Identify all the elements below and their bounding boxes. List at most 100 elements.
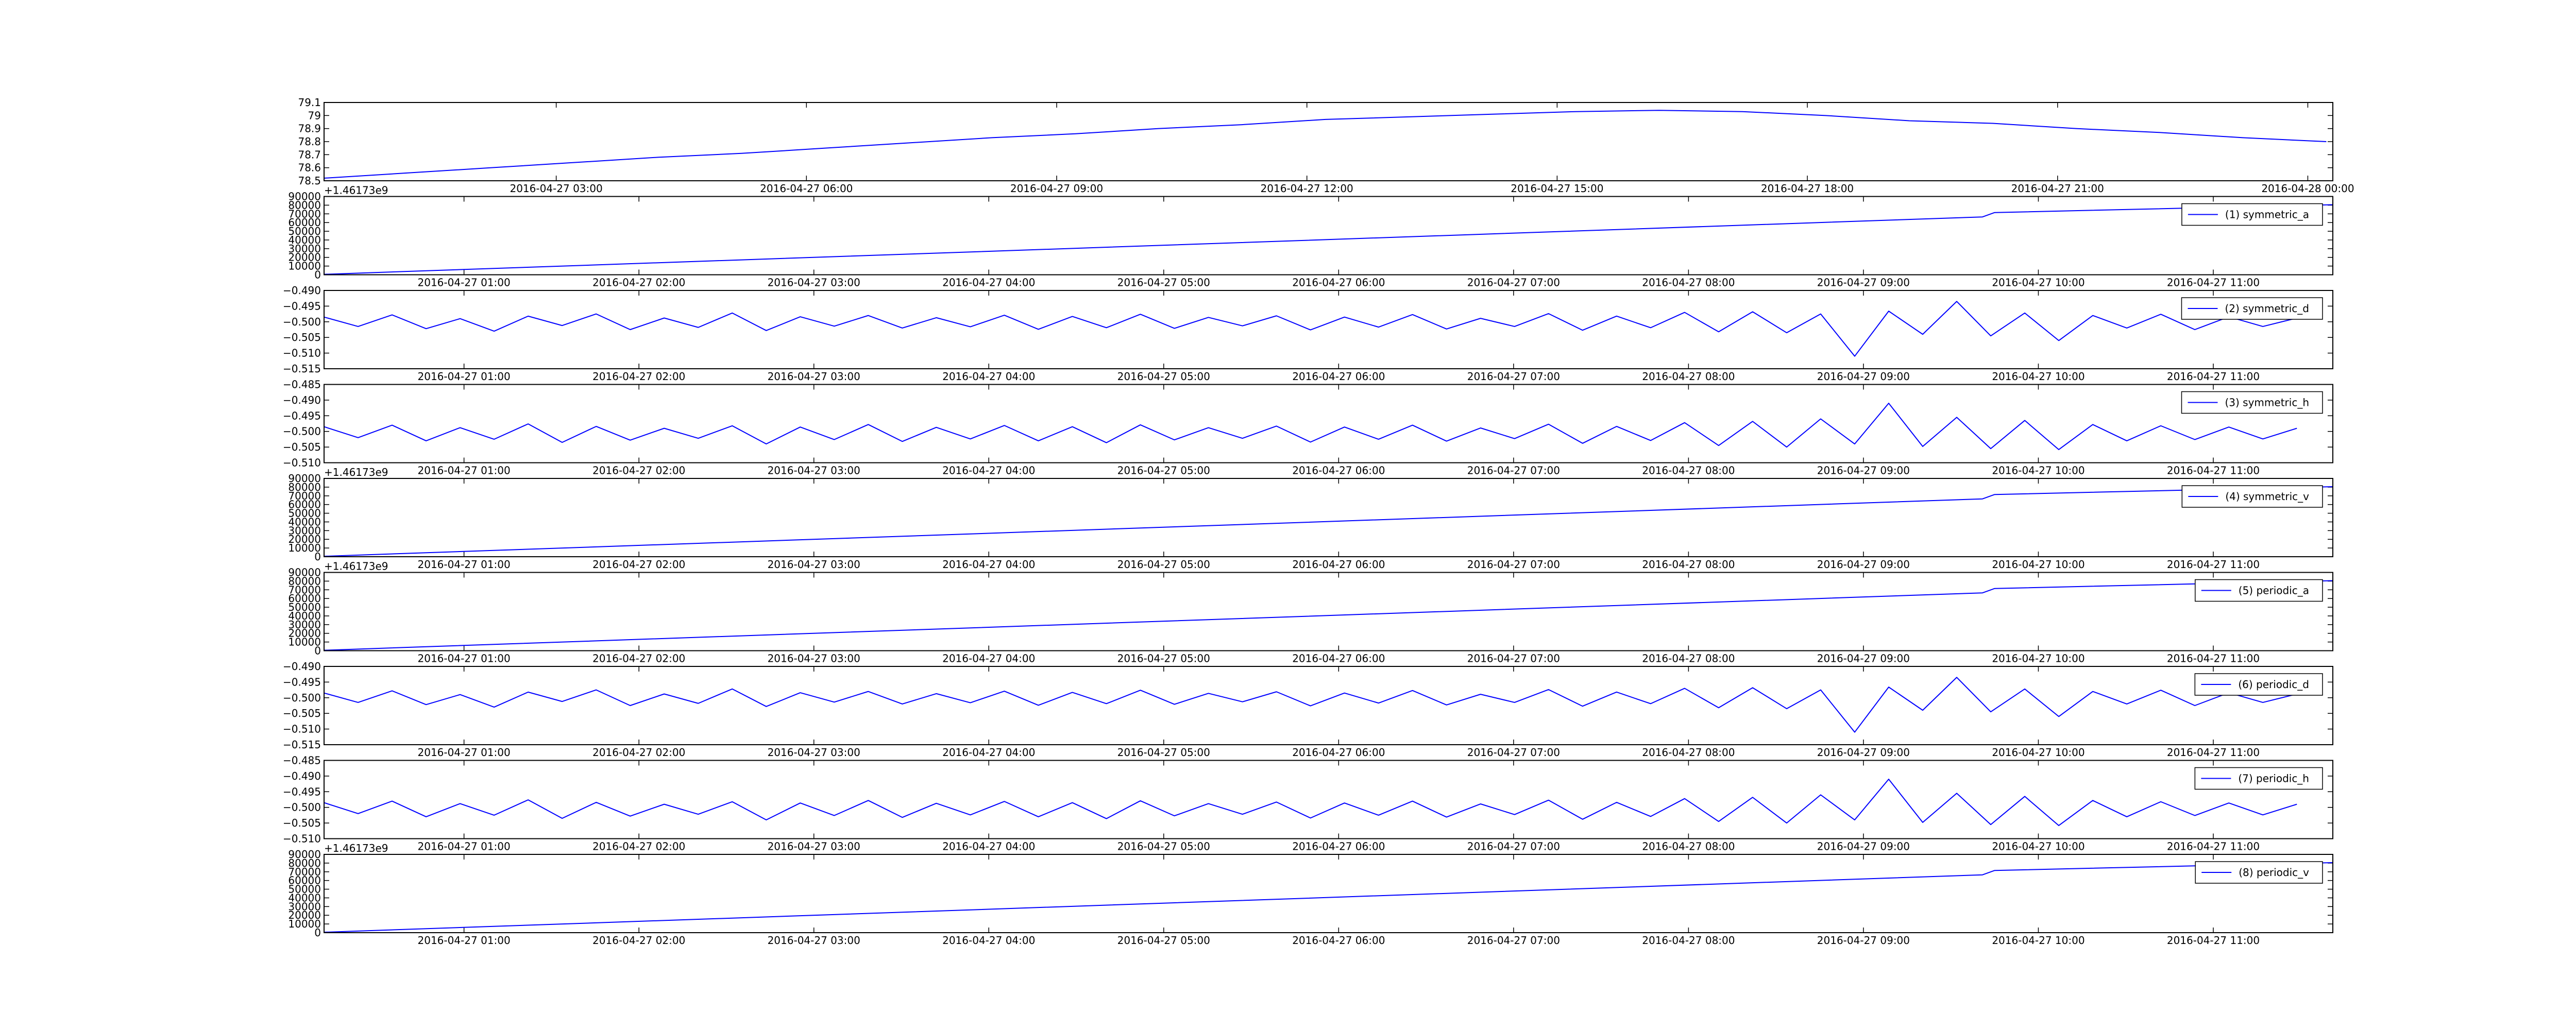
x-tick-label: 2016-04-27 06:00 <box>1292 465 1385 477</box>
y-tick-label: 80000 <box>288 857 321 869</box>
x-tick-label: 2016-04-27 21:00 <box>2011 182 2104 195</box>
axes-frame <box>324 196 2333 276</box>
axes-frame <box>324 760 2333 839</box>
subplot: −0.515 −0.510 −0.505 −0.500 −0.495 −0.490 2016… <box>283 660 2333 759</box>
x-tick-label: 2016-04-27 08:00 <box>1642 746 1735 759</box>
x-tick-label: 2016-04-27 09:00 <box>1817 558 1910 571</box>
y-offset-text: +1.46173e9 <box>324 842 388 854</box>
data-line <box>324 778 2297 826</box>
x-tick-label: 2016-04-27 02:00 <box>592 277 685 289</box>
x-tick-label: 2016-04-27 10:00 <box>1992 370 2084 383</box>
x-tick-label: 2016-04-27 03:00 <box>768 370 860 383</box>
y-tick-label: −0.505 <box>283 441 321 453</box>
y-tick-label: 20000 <box>288 533 321 545</box>
legend-label: (8) periodic_v <box>2239 866 2309 879</box>
x-tick-label: 2016-04-27 10:00 <box>1992 653 2084 665</box>
x-tick-label: 2016-04-27 08:00 <box>1642 465 1735 477</box>
legend-label: (3) symmetric_h <box>2225 397 2309 409</box>
x-tick-label: 2016-04-27 07:00 <box>1467 558 1560 571</box>
x-tick-label: 2016-04-27 08:00 <box>1642 934 1735 947</box>
x-tick-label: 2016-04-27 02:00 <box>592 370 685 383</box>
y-tick-label: 78.9 <box>298 123 321 135</box>
legend-label: (6) periodic_d <box>2238 678 2309 691</box>
y-tick-label: 10000 <box>288 260 321 272</box>
x-tick-label: 2016-04-27 09:00 <box>1817 934 1910 947</box>
x-tick-label: 2016-04-27 11:00 <box>2167 370 2260 383</box>
data-line <box>324 580 2333 651</box>
y-tick-label: −0.510 <box>283 723 321 735</box>
y-tick-label: 20000 <box>288 627 321 640</box>
x-tick-label: 2016-04-27 06:00 <box>1292 653 1385 665</box>
x-tick-label: 2016-04-27 07:00 <box>1467 934 1560 947</box>
x-tick-label: 2016-04-27 05:00 <box>1117 558 1210 571</box>
x-tick-label: 2016-04-27 11:00 <box>2167 653 2260 665</box>
y-tick-label: −0.490 <box>283 284 321 297</box>
x-tick-label: 2016-04-27 03:00 <box>768 277 860 289</box>
x-tick-label: 2016-04-27 01:00 <box>418 465 511 477</box>
y-tick-label: 60000 <box>288 499 321 511</box>
y-tick-label: 60000 <box>288 592 321 605</box>
y-tick-label: 50000 <box>288 225 321 237</box>
y-tick-label: −0.495 <box>283 785 321 798</box>
x-tick-label: 2016-04-27 03:00 <box>768 465 860 477</box>
x-tick-label: 2016-04-27 18:00 <box>1761 182 1854 195</box>
x-tick-label: 2016-04-27 07:00 <box>1467 465 1560 477</box>
y-tick-label: 70000 <box>288 866 321 878</box>
x-tick-label: 2016-04-27 10:00 <box>1992 934 2084 947</box>
x-tick-label: 2016-04-28 00:00 <box>2261 182 2354 195</box>
x-tick-label: 2016-04-27 02:00 <box>592 653 685 665</box>
x-tick-label: 2016-04-27 05:00 <box>1117 840 1210 853</box>
x-tick-label: 2016-04-27 03:00 <box>768 653 860 665</box>
y-tick-label: 10000 <box>288 542 321 554</box>
y-tick-label: 78.5 <box>298 175 321 187</box>
y-tick-label: 10000 <box>288 918 321 930</box>
legend: (2) symmetric_d <box>2181 297 2323 320</box>
x-tick-label: 2016-04-27 05:00 <box>1117 465 1210 477</box>
y-tick-label: 90000 <box>288 566 321 579</box>
y-offset-text: +1.46173e9 <box>324 184 388 197</box>
axes-frame <box>324 854 2333 933</box>
x-tick-label: 2016-04-27 09:00 <box>1817 653 1910 665</box>
x-tick-label: 2016-04-27 07:00 <box>1467 277 1560 289</box>
y-tick-label: 0 <box>314 551 321 563</box>
y-tick-label: 0 <box>314 926 321 939</box>
x-tick-label: 2016-04-27 09:00 <box>1817 370 1910 383</box>
x-tick-label: 2016-04-27 10:00 <box>1992 277 2084 289</box>
x-tick-label: 2016-04-27 11:00 <box>2167 934 2260 947</box>
y-tick-label: −0.505 <box>283 707 321 719</box>
y-tick-label: 90000 <box>288 472 321 485</box>
subplot: 0100002000030000400005000060000700008000… <box>288 842 2333 947</box>
x-tick-label: 2016-04-27 05:00 <box>1117 653 1210 665</box>
y-tick-label: 30000 <box>288 524 321 537</box>
legend: (1) symmetric_a <box>2181 203 2323 226</box>
axes-frame <box>324 478 2333 557</box>
y-tick-label: 78.7 <box>298 148 321 161</box>
y-tick-label: 70000 <box>288 583 321 596</box>
y-tick-label: −0.515 <box>283 363 321 375</box>
x-tick-label: 2016-04-27 08:00 <box>1642 558 1735 571</box>
data-line <box>324 301 2297 357</box>
x-tick-label: 2016-04-27 11:00 <box>2167 465 2260 477</box>
x-tick-label: 2016-04-27 11:00 <box>2167 746 2260 759</box>
x-tick-label: 2016-04-27 04:00 <box>942 653 1035 665</box>
x-tick-label: 2016-04-27 04:00 <box>942 277 1035 289</box>
axes-frame <box>324 572 2333 651</box>
y-tick-label: −0.495 <box>283 300 321 312</box>
y-tick-label: 80000 <box>288 481 321 493</box>
x-tick-label: 2016-04-27 07:00 <box>1467 370 1560 383</box>
x-tick-label: 2016-04-27 02:00 <box>592 934 685 947</box>
y-tick-label: 70000 <box>288 208 321 220</box>
legend-label: (1) symmetric_a <box>2225 209 2309 221</box>
x-tick-label: 2016-04-27 06:00 <box>1292 277 1385 289</box>
y-tick-label: 79 <box>308 109 321 122</box>
y-tick-label: −0.485 <box>283 754 321 767</box>
x-tick-label: 2016-04-27 09:00 <box>1817 277 1910 289</box>
x-tick-label: 2016-04-27 06:00 <box>1292 558 1385 571</box>
legend-label: (7) periodic_h <box>2238 772 2309 785</box>
y-offset-text: +1.46173e9 <box>324 560 388 573</box>
legend: (5) periodic_a <box>2195 579 2323 602</box>
x-tick-label: 2016-04-27 05:00 <box>1117 934 1210 947</box>
x-tick-label: 2016-04-27 03:00 <box>768 840 860 853</box>
